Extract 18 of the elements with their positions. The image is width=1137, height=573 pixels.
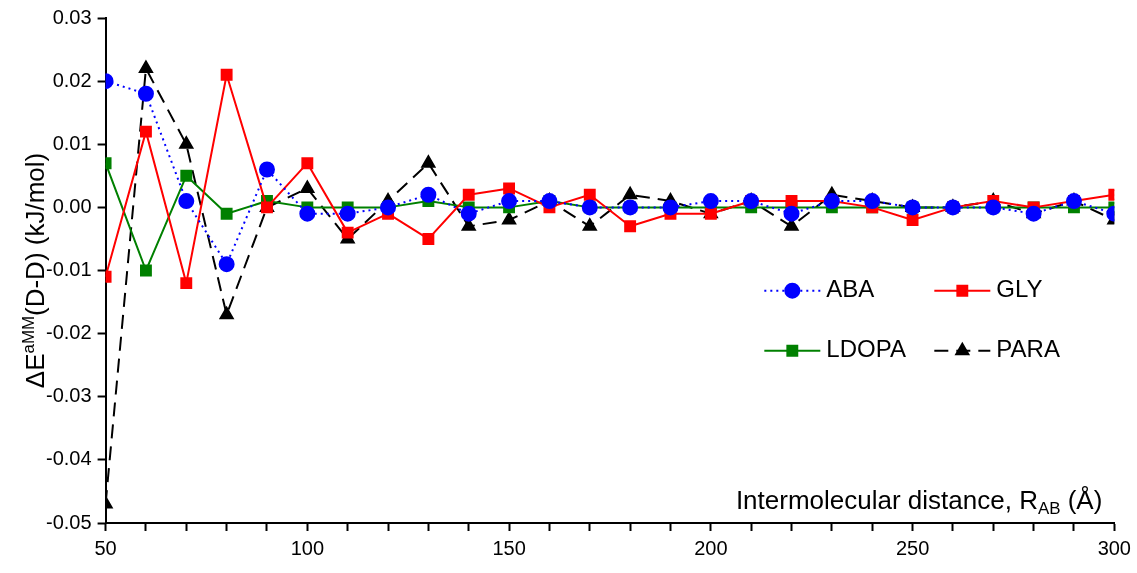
legend-label: LDOPA (826, 335, 906, 363)
y-tick-label: 0.01 (52, 131, 92, 154)
x-tick-label: 300 (1097, 536, 1131, 559)
legend-label: ABA (826, 275, 875, 303)
x-tick-label: 250 (895, 536, 930, 559)
y-tick-label: 0.00 (52, 194, 92, 217)
legend-label: PARA (996, 335, 1060, 363)
x-tick-label: 100 (290, 536, 325, 559)
y-tick-label: 0.02 (52, 68, 92, 91)
y-tick-label: -0.03 (45, 384, 92, 407)
y-tick-label: -0.04 (45, 447, 92, 470)
x-tick-label: 50 (94, 536, 117, 559)
legend-label: GLY (996, 275, 1043, 303)
y-tick-label: -0.05 (45, 510, 92, 533)
y-tick-label: -0.02 (45, 321, 92, 344)
y-tick-label: 0.03 (52, 5, 92, 28)
x-tick-label: 150 (492, 536, 526, 559)
x-tick-label: 200 (694, 536, 728, 559)
